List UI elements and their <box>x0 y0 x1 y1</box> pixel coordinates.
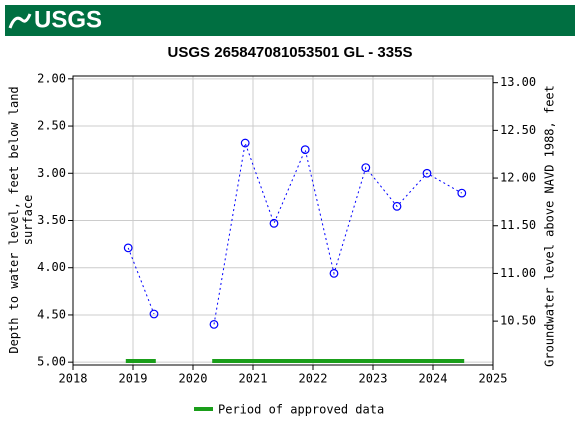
y-tick-label: 5.00 <box>37 355 66 369</box>
y-tick-label: 4.50 <box>37 307 66 321</box>
data-point <box>422 168 432 178</box>
legend-label: Period of approved data <box>218 403 384 417</box>
data-line <box>127 141 463 325</box>
data-point <box>361 163 371 173</box>
approved-period <box>125 359 156 363</box>
y-axis-label: Depth to water level, feet below landsur… <box>7 86 35 353</box>
x-tick-label: 2021 <box>239 372 268 386</box>
x-tick-label: 2025 <box>479 372 508 386</box>
y2-tick-label: 10.50 <box>500 314 536 328</box>
y-axis-label-line: surface <box>21 195 35 246</box>
data-point <box>300 145 310 155</box>
x-tick-label: 2020 <box>179 372 208 386</box>
x-tick-label: 2018 <box>59 372 88 386</box>
data-point <box>329 268 339 278</box>
plot-frame <box>72 75 494 366</box>
y-axis-label-line: Depth to water level, feet below land <box>7 86 21 353</box>
y2-tick-label: 12.00 <box>500 171 536 185</box>
y-tick-label: 4.00 <box>37 260 66 274</box>
data-point <box>209 319 219 329</box>
data-point <box>392 201 402 211</box>
x-tick-label: 2019 <box>119 372 148 386</box>
approved-period <box>212 359 465 363</box>
y2-axis-label: Groundwater level above NAVD 1988, feet <box>543 85 557 367</box>
chart-title: USGS 265847081053501 GL - 335S <box>168 44 413 61</box>
y-tick-label: 2.00 <box>37 71 66 85</box>
y-tick-label: 3.50 <box>37 213 66 227</box>
data-point <box>149 309 159 319</box>
header-bar <box>5 5 575 36</box>
logo: USGS <box>34 6 102 33</box>
logo-wave <box>8 13 32 29</box>
y-tick-label: 2.50 <box>37 119 66 133</box>
y-tick-label: 3.00 <box>37 166 66 180</box>
y2-tick-label: 12.50 <box>500 123 536 137</box>
x-tick-label: 2023 <box>359 372 388 386</box>
x-tick-label: 2024 <box>419 372 448 386</box>
y2-tick-label: 11.00 <box>500 266 536 280</box>
data-point <box>123 243 133 253</box>
y2-tick-label: 11.50 <box>500 218 536 232</box>
data-point <box>269 218 279 228</box>
data-point <box>240 138 250 148</box>
data-point <box>457 188 467 198</box>
y2-tick-label: 13.00 <box>500 75 536 89</box>
x-tick-label: 2022 <box>299 372 328 386</box>
